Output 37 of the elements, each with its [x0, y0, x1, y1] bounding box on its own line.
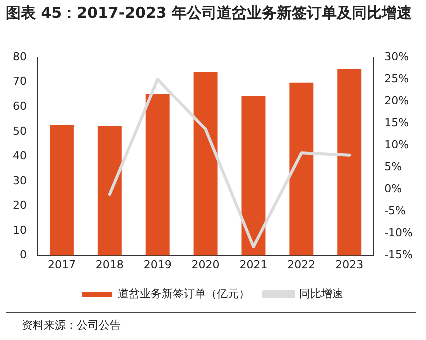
x-tick-label: 2019	[144, 258, 172, 272]
y2-tick-label: 0%	[384, 182, 402, 196]
y2-tick-label: -5%	[384, 204, 406, 218]
y2-tick-label: 5%	[384, 160, 402, 174]
y-tick-label: 50	[12, 124, 27, 138]
bar	[50, 124, 74, 256]
bar	[290, 82, 314, 256]
legend-label: 同比增速	[300, 287, 344, 300]
y-tick-label: 70	[12, 75, 27, 88]
text: 资料来源：公司公告	[22, 318, 121, 333]
y2-tick-label: 25%	[384, 72, 410, 86]
y-tick-label: 30	[12, 174, 27, 188]
x-tick-label: 2021	[240, 258, 268, 272]
y2-tick-label: 10%	[384, 138, 410, 152]
y-tick-label: 0	[20, 248, 27, 262]
chart-title: 图表 45：2017-2023 年公司道岔业务新签订单及同比增速	[6, 3, 414, 24]
y2-tick-label: -15%	[384, 248, 414, 262]
bar	[194, 72, 218, 256]
x-tick-label: 2022	[288, 258, 316, 272]
y-tick-label: 20	[12, 199, 27, 212]
y2-tick-label: -10%	[384, 226, 414, 240]
bar	[338, 69, 362, 256]
x-tick-label: 2023	[336, 258, 364, 272]
x-tick-label: 2020	[192, 258, 220, 272]
x-tick-label: 2018	[96, 258, 124, 272]
y2-tick-label: 20%	[384, 94, 410, 108]
bar	[98, 126, 122, 256]
legend-label: 道岔业务新签订单（亿元）	[118, 287, 250, 300]
bar	[242, 96, 266, 256]
y-tick-label: 80	[12, 50, 27, 64]
x-tick-label: 2017	[48, 258, 76, 272]
y2-tick-label: 30%	[384, 50, 410, 64]
y-tick-label: 40	[12, 150, 27, 163]
y2-tick-label: 15%	[384, 116, 410, 130]
bar	[146, 94, 170, 256]
y-tick-label: 10	[12, 224, 27, 237]
y-tick-label: 60	[12, 100, 27, 114]
